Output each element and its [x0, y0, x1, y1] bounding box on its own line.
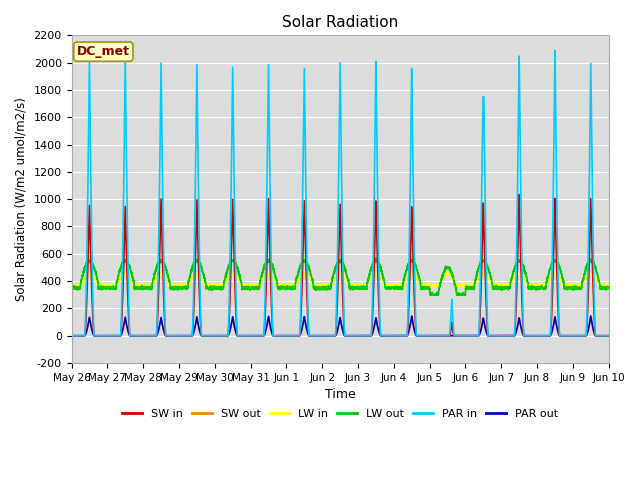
SW in: [460, 333, 468, 338]
PAR out: [320, 333, 328, 338]
LW out: [604, 285, 612, 291]
PAR out: [605, 333, 612, 338]
LW in: [68, 282, 76, 288]
Legend: SW in, SW out, LW in, LW out, PAR in, PAR out: SW in, SW out, LW in, LW out, PAR in, PA…: [118, 404, 563, 423]
SW in: [605, 333, 612, 338]
SW in: [320, 333, 328, 338]
SW out: [86, 314, 93, 320]
Line: SW in: SW in: [72, 194, 609, 336]
LW in: [605, 282, 612, 288]
LW in: [532, 284, 540, 290]
PAR in: [320, 333, 328, 338]
LW out: [320, 286, 328, 291]
PAR in: [164, 333, 172, 338]
PAR out: [431, 333, 438, 338]
LW in: [443, 270, 451, 276]
LW out: [461, 291, 468, 297]
LW out: [431, 292, 438, 298]
LW in: [164, 279, 172, 285]
LW in: [491, 282, 499, 288]
LW in: [431, 283, 438, 289]
PAR in: [551, 48, 559, 53]
SW in: [604, 333, 612, 338]
SW out: [431, 333, 438, 338]
LW out: [68, 284, 76, 290]
LW out: [164, 273, 172, 279]
SW out: [461, 333, 468, 338]
Line: LW in: LW in: [72, 273, 609, 287]
LW out: [605, 284, 612, 290]
PAR in: [604, 333, 612, 338]
Line: PAR in: PAR in: [72, 50, 609, 336]
PAR out: [587, 313, 595, 319]
SW out: [320, 333, 328, 338]
Title: Solar Radiation: Solar Radiation: [282, 15, 398, 30]
Line: LW out: LW out: [72, 258, 609, 295]
Line: SW out: SW out: [72, 317, 609, 336]
PAR out: [68, 333, 76, 338]
PAR in: [431, 333, 438, 338]
LW in: [461, 282, 468, 288]
SW out: [164, 333, 172, 338]
PAR in: [491, 333, 499, 338]
SW in: [431, 333, 438, 338]
SW out: [68, 333, 76, 338]
PAR in: [460, 333, 468, 338]
LW out: [426, 292, 434, 298]
PAR out: [491, 333, 499, 338]
Text: DC_met: DC_met: [77, 45, 130, 58]
LW out: [372, 255, 380, 261]
SW in: [515, 192, 523, 197]
Line: PAR out: PAR out: [72, 316, 609, 336]
X-axis label: Time: Time: [324, 388, 355, 401]
PAR in: [68, 333, 76, 338]
PAR out: [460, 333, 468, 338]
LW out: [491, 284, 499, 290]
SW out: [605, 333, 612, 338]
SW in: [491, 333, 499, 338]
LW in: [604, 284, 612, 289]
SW out: [604, 333, 612, 338]
SW in: [68, 333, 76, 338]
PAR out: [604, 333, 612, 338]
SW in: [164, 333, 172, 338]
PAR in: [605, 333, 612, 338]
SW out: [491, 333, 499, 338]
PAR out: [164, 333, 172, 338]
Y-axis label: Solar Radiation (W/m2 umol/m2/s): Solar Radiation (W/m2 umol/m2/s): [15, 97, 28, 301]
LW in: [320, 282, 328, 288]
